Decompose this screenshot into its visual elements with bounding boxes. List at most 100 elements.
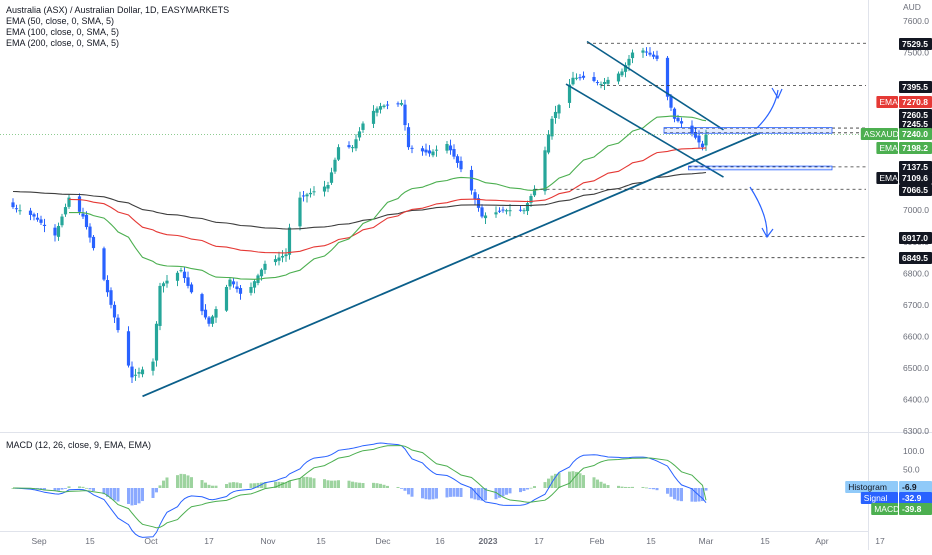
ema-lines bbox=[12, 115, 707, 280]
macd-histogram-bar bbox=[431, 488, 435, 500]
macd-histogram-bar bbox=[459, 488, 463, 497]
candle-body bbox=[32, 214, 36, 217]
macd-histogram-bar bbox=[179, 473, 183, 488]
macd-histogram-bar bbox=[109, 488, 113, 499]
macd-histogram-bar bbox=[697, 488, 701, 502]
candle-body bbox=[581, 75, 586, 78]
candle-body bbox=[665, 57, 670, 97]
macd-histogram-bar bbox=[599, 481, 603, 488]
candle-body bbox=[529, 196, 533, 203]
price-label-value: 7260.5 bbox=[902, 110, 928, 120]
wedge-lower-line bbox=[565, 83, 724, 178]
candle-body bbox=[431, 151, 435, 156]
candle-body bbox=[116, 317, 120, 331]
macd-histogram-bar bbox=[137, 488, 141, 504]
candle-body bbox=[371, 110, 376, 124]
candle-body bbox=[669, 95, 673, 108]
price-label-tag: EMA bbox=[879, 143, 898, 153]
candle-body bbox=[165, 280, 169, 284]
candle-body bbox=[690, 125, 694, 133]
price-label-tag: ASXAUD bbox=[864, 129, 899, 139]
candle-body bbox=[455, 156, 460, 163]
ema-100-line bbox=[68, 147, 707, 254]
macd-histogram-bar bbox=[554, 473, 557, 488]
macd-histogram-bar bbox=[421, 488, 424, 499]
candle-body bbox=[553, 111, 558, 119]
macd-histogram-bar bbox=[596, 479, 599, 488]
price-label-box bbox=[899, 161, 932, 173]
macd-tick-label: 100.0 bbox=[903, 446, 925, 456]
ema50-legend[interactable]: EMA (50, close, 0, SMA, 5) bbox=[6, 16, 115, 26]
candle-body bbox=[480, 207, 484, 217]
macd-histogram-bar bbox=[501, 488, 505, 497]
price-label-value: 7529.5 bbox=[902, 39, 928, 49]
candle-body bbox=[641, 50, 645, 53]
macd-histogram-bar bbox=[435, 488, 438, 499]
macd-histogram-bar bbox=[508, 488, 512, 494]
candle-body bbox=[676, 117, 680, 122]
arrow-down-head bbox=[761, 227, 774, 239]
macd-histogram-bar bbox=[337, 480, 340, 488]
candle-body bbox=[700, 143, 705, 148]
candle-body bbox=[133, 374, 138, 376]
time-tick-label: 2023 bbox=[479, 536, 498, 546]
macd-histogram-bar bbox=[403, 488, 407, 491]
candle-body bbox=[263, 263, 267, 270]
macd-histogram-bar bbox=[249, 483, 253, 488]
macd-legend[interactable]: MACD (12, 26, close, 9, EMA, EMA) bbox=[6, 440, 152, 450]
ema200-legend[interactable]: EMA (200, close, 0, SMA, 5) bbox=[6, 38, 120, 48]
candle-body bbox=[616, 73, 621, 82]
price-tick-label: 6400.0 bbox=[903, 394, 929, 404]
macd-histogram-bar bbox=[312, 478, 316, 488]
macd-histogram-bar bbox=[204, 482, 207, 488]
macd-histogram-bar bbox=[256, 482, 260, 488]
macd-histogram-bar bbox=[333, 480, 337, 488]
macd-histogram-bar bbox=[85, 487, 88, 489]
macd-histogram-bar bbox=[624, 486, 627, 488]
candle-body bbox=[445, 144, 449, 151]
macd-histogram-bar bbox=[547, 478, 550, 488]
candle-body bbox=[574, 77, 579, 79]
price-label-value: 6917.0 bbox=[902, 233, 928, 243]
price-tick-label: 6600.0 bbox=[903, 331, 929, 341]
macd-histogram-bar bbox=[176, 475, 179, 488]
candle-body bbox=[42, 224, 47, 226]
arrow-down-path bbox=[749, 186, 768, 237]
macd-histogram-bar bbox=[155, 488, 158, 493]
candle-body bbox=[350, 147, 355, 149]
price-label-value: -32.9 bbox=[902, 493, 922, 503]
price-label-value: 7245.5 bbox=[902, 119, 928, 129]
candle-body bbox=[67, 197, 71, 207]
macd-histogram-bar bbox=[354, 482, 358, 488]
ema100-legend[interactable]: EMA (100, close, 0, SMA, 5) bbox=[6, 27, 120, 37]
candle-body bbox=[126, 331, 131, 366]
candle-body bbox=[130, 366, 134, 378]
time-tick-label: 17 bbox=[875, 536, 885, 546]
currency-label: AUD bbox=[903, 2, 921, 12]
candle-body bbox=[214, 309, 218, 318]
macd-histogram-bar bbox=[207, 484, 211, 488]
price-label-box bbox=[899, 184, 932, 196]
macd-histogram-bar bbox=[88, 488, 92, 490]
macd-histogram-bar bbox=[557, 472, 561, 488]
chart-title[interactable]: Australia (ASX) / Australian Dollar, 1D,… bbox=[6, 5, 230, 15]
time-tick-label: Dec bbox=[375, 536, 391, 546]
price-label-tag: Histogram bbox=[848, 482, 887, 492]
price-label-tag: EMA bbox=[879, 173, 898, 183]
candle-body bbox=[109, 290, 113, 305]
candle-body bbox=[452, 149, 456, 157]
macd-histogram-bar bbox=[43, 488, 46, 491]
price-label-box bbox=[899, 492, 932, 504]
candle-body bbox=[91, 236, 96, 249]
ema-50-line bbox=[69, 115, 707, 280]
candle-body bbox=[410, 147, 414, 149]
candle-body bbox=[238, 288, 243, 294]
macd-histogram-bar bbox=[323, 479, 326, 488]
price-label-tag-box bbox=[845, 481, 898, 493]
candle-body bbox=[14, 208, 19, 210]
candle-body bbox=[483, 215, 488, 219]
macd-histogram-bar bbox=[351, 481, 354, 488]
candle-body bbox=[679, 121, 684, 124]
macd-histogram-bar bbox=[67, 486, 71, 488]
